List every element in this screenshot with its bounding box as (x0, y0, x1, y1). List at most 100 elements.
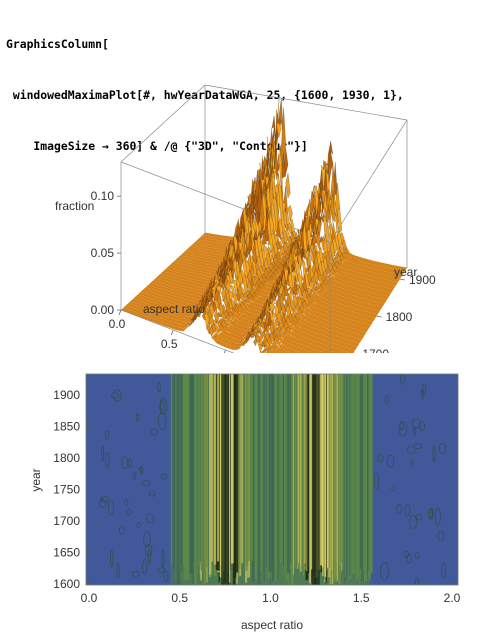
surface-patch (297, 251, 303, 271)
surface-patch (186, 313, 192, 317)
surface-patch (299, 323, 305, 328)
surface-patch (325, 328, 330, 333)
surface-patch (181, 312, 187, 316)
surface-patch (207, 267, 212, 271)
surface-patch (377, 302, 383, 307)
surface-patch (350, 271, 356, 276)
surface-patch (197, 240, 203, 243)
surface-patch (370, 288, 376, 293)
surface-patch (348, 302, 353, 307)
surface-patch (315, 346, 321, 351)
surface-patch (157, 279, 163, 283)
contour-regions (98, 374, 447, 585)
surface-patch (215, 240, 221, 243)
surface-patch (179, 324, 184, 328)
surface-patch (128, 307, 133, 311)
surface-patch (177, 304, 183, 308)
surface-patch (217, 246, 223, 249)
surface-patch (138, 294, 143, 298)
x-tick (170, 329, 174, 336)
surface-patch (266, 279, 271, 284)
surface-patch (302, 345, 307, 350)
surface-patch (332, 347, 337, 353)
surface-patch (395, 274, 401, 279)
surface-patch (174, 313, 180, 317)
surface-patch (313, 316, 319, 321)
surface-patch (204, 264, 210, 268)
surface-patch (343, 285, 349, 290)
surface-patch (180, 295, 185, 299)
surface-patch (175, 300, 181, 304)
surface-patch (343, 343, 348, 348)
surface-patch (150, 289, 155, 293)
surface-patch (348, 319, 353, 324)
surface-patch (309, 335, 314, 340)
surface-patch (194, 247, 200, 251)
surface-patch (211, 274, 216, 278)
surface-patch (173, 293, 178, 297)
surface-patch (292, 322, 298, 329)
surface-patch (363, 315, 369, 320)
surface-patch (332, 281, 337, 286)
surface-patch (220, 238, 225, 241)
surface-patch (366, 259, 372, 264)
surface-patch (338, 337, 344, 342)
contour-blob (143, 531, 151, 548)
surface-patch (333, 352, 337, 353)
surface-patch (242, 330, 247, 334)
surface-patch (225, 322, 231, 327)
surface-patch (325, 303, 330, 308)
surface-patch (180, 298, 185, 302)
surface-patch (348, 294, 353, 299)
surface-patch (149, 298, 155, 302)
contour-blob (414, 578, 419, 585)
surface-patch (276, 122, 282, 138)
surface-patch (339, 275, 344, 280)
surface-patch (203, 255, 208, 258)
surface-patch (287, 204, 293, 222)
surface-patch (191, 311, 196, 315)
surface-patch (334, 298, 339, 303)
surface-patch (305, 350, 309, 353)
contour-strand (300, 374, 302, 572)
surface-patch (265, 287, 271, 292)
contour-blob (387, 454, 395, 468)
contour-strand (235, 374, 239, 573)
surface-patch (315, 338, 321, 343)
surface-patch (152, 281, 158, 285)
surface-patch (297, 316, 303, 322)
surface-patch (357, 313, 362, 318)
surface-patch (352, 291, 358, 296)
surface-patch (143, 287, 148, 291)
surface-patch (341, 284, 346, 289)
surface-patch (270, 277, 276, 282)
surface-patch (361, 323, 367, 328)
surface-patch (174, 309, 180, 314)
contour-strand (180, 374, 184, 566)
surface-patch (361, 282, 367, 287)
surface-patch (162, 277, 168, 281)
surface-patch (275, 275, 280, 279)
contour-strand (270, 374, 273, 567)
surface-patch (186, 263, 192, 267)
surface-patch (388, 276, 394, 281)
surface-patch (211, 281, 217, 302)
surface-patch (355, 272, 360, 277)
surface-patch (219, 257, 224, 261)
surface-patch (135, 309, 140, 313)
surface-patch (212, 256, 217, 260)
surface-patch (212, 251, 218, 254)
surface-patch (254, 213, 260, 240)
contour-strand (209, 374, 211, 577)
surface-patch (375, 277, 380, 282)
surface-patch (348, 336, 353, 341)
contour-strand (201, 374, 203, 572)
contour-blob (400, 374, 405, 385)
surface-patch (206, 236, 212, 239)
surface-patch (145, 294, 150, 298)
surface-patch (232, 342, 238, 347)
surface-patch (359, 310, 364, 315)
surface-patch (175, 290, 181, 294)
surface-patch (382, 279, 387, 284)
surface-patch (400, 271, 405, 275)
